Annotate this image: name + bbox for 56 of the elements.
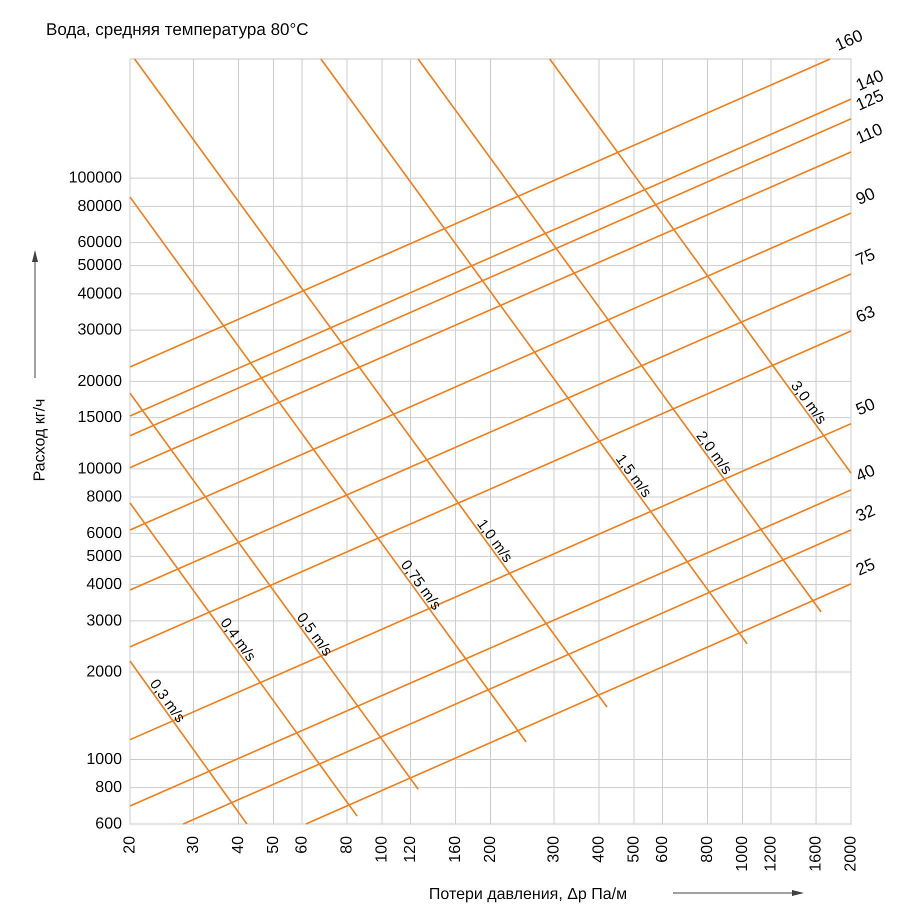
text: 160	[832, 26, 866, 55]
x-tick-label: 300	[545, 836, 562, 863]
x-tick-label: 50	[264, 836, 282, 854]
text: 3,0 m/s	[787, 378, 830, 428]
text: 75	[852, 244, 878, 270]
y-tick-label: 1000	[86, 751, 122, 768]
x-tick-label: 1000	[734, 836, 751, 872]
y-tick-label: 10000	[78, 460, 122, 478]
text: 32	[852, 500, 878, 526]
x-tick-label: 120	[402, 836, 420, 863]
x-tick-label: 500	[625, 836, 642, 863]
text: 25	[852, 554, 878, 580]
y-tick-label: 100000	[68, 170, 122, 187]
text: 110	[852, 119, 886, 148]
y-tick-label: 800	[95, 779, 122, 796]
y-tick-label: 40000	[78, 285, 122, 302]
x-tick-label: 400	[590, 836, 608, 863]
x-tick-label: 1200	[762, 836, 780, 872]
x-tick-label: 100	[373, 836, 390, 863]
x-tick-label: 2000	[842, 836, 860, 872]
y-tick-label: 80000	[78, 198, 122, 215]
y-axis-title: Расход кг/ч	[32, 398, 48, 482]
x-tick-label: 40	[230, 836, 248, 854]
x-tick-label: 60	[294, 836, 310, 854]
text: 0,3 m/s	[146, 676, 188, 726]
y-tick-label: 20000	[78, 372, 122, 390]
x-tick-label: 20	[122, 836, 138, 854]
y-tick-label: 60000	[78, 234, 122, 252]
y-tick-label: 50000	[78, 257, 122, 274]
text: 0,4 m/s	[216, 614, 260, 665]
text: 90	[852, 184, 878, 209]
y-tick-label: 3000	[86, 612, 122, 630]
x-tick-label: 1600	[808, 836, 825, 872]
y-tick-label: 2000	[86, 664, 122, 681]
y-tick-label: 600	[95, 816, 122, 832]
y-tick-label: 8000	[86, 488, 122, 506]
x-axis-title: Потери давления, Δp Па/м	[428, 886, 628, 903]
text: 63	[852, 302, 878, 327]
text: 2,0 m/s	[692, 428, 736, 478]
text: 40	[852, 460, 878, 486]
text: 50	[852, 394, 878, 420]
chart-title: Вода, средняя температура 80°C	[46, 20, 309, 39]
text: 1,5 m/s	[612, 451, 655, 501]
x-tick-label: 200	[482, 836, 499, 863]
x-tick-label: 800	[699, 836, 716, 863]
text: 0,5 m/s	[292, 610, 336, 660]
x-tick-label: 600	[654, 836, 671, 863]
x-tick-label: 30	[184, 836, 202, 854]
y-tick-label: 4000	[86, 576, 122, 594]
y-tick-label: 6000	[86, 524, 122, 542]
y-tick-label: 15000	[78, 409, 122, 426]
y-tick-label: 5000	[86, 548, 122, 565]
x-tick-label: 80	[338, 836, 356, 854]
y-tick-label: 30000	[78, 322, 122, 339]
x-tick-label: 160	[447, 836, 464, 863]
text: 1,0 m/s	[473, 516, 516, 566]
